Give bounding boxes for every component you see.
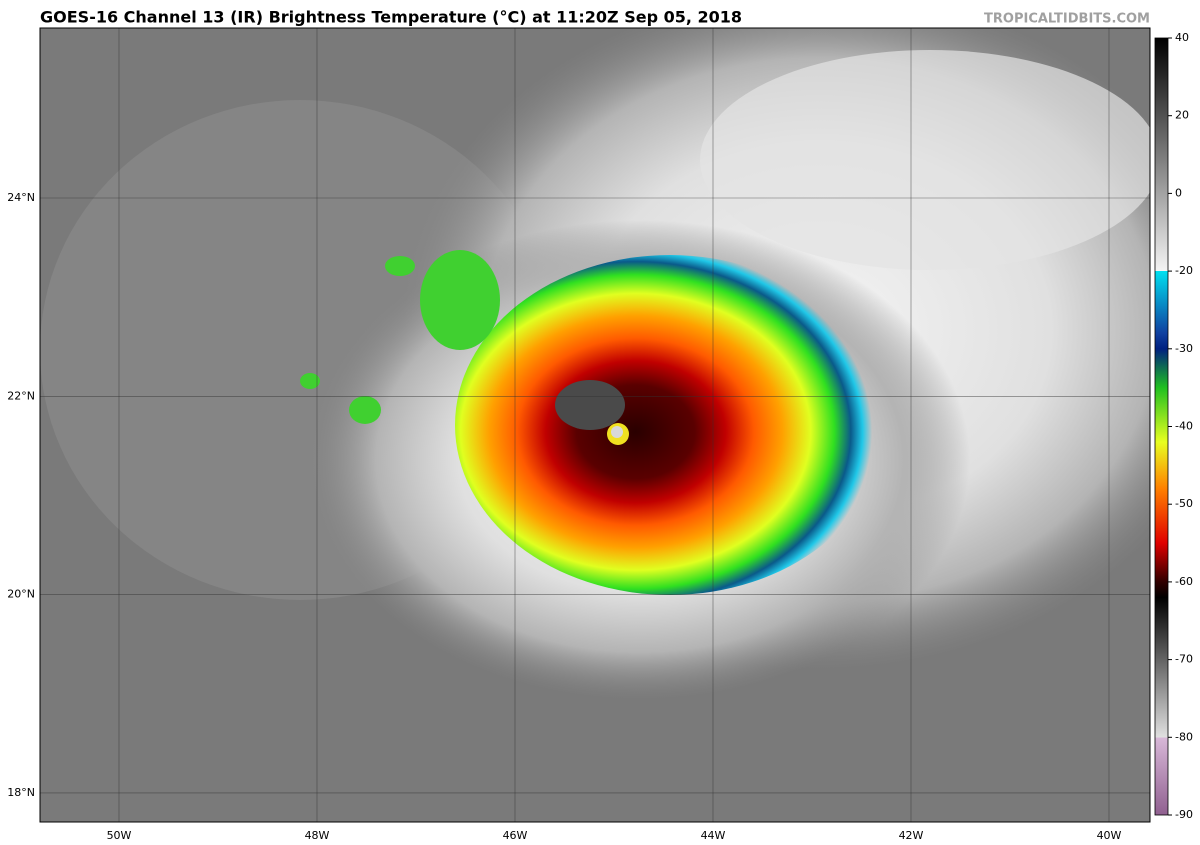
colorbar <box>1154 37 1169 816</box>
longitude-label: 44W <box>701 829 726 842</box>
colorbar-tick-label: -70 <box>1175 653 1193 666</box>
credit: TROPICALTIDBITS.COM <box>984 12 1150 27</box>
latitude-label: 24°N <box>7 191 35 204</box>
latitude-label: 22°N <box>7 389 35 402</box>
colorbar-tick-label: -60 <box>1175 575 1193 588</box>
colorbar-tick-label: -30 <box>1175 342 1193 355</box>
longitude-label: 40W <box>1097 829 1122 842</box>
colorbar-tick-label: -90 <box>1175 808 1193 821</box>
longitude-label: 50W <box>107 829 132 842</box>
colorbar-tick-label: -50 <box>1175 497 1193 510</box>
title: GOES-16 Channel 13 (IR) Brightness Tempe… <box>40 8 742 27</box>
colorbar-tick-label: 40 <box>1175 31 1189 44</box>
graticule: 24°N 22°N 20°N 18°N 50W 48W 46W 44W 42W 40W <box>7 28 1150 842</box>
latitude-label: 18°N <box>7 786 35 799</box>
map-frame <box>39 27 1151 823</box>
longitude-label: 42W <box>899 829 924 842</box>
colorbar-tick-label: 20 <box>1175 109 1189 122</box>
colorbar-tick-label: -20 <box>1175 264 1193 277</box>
colorbar-tick-label: -80 <box>1175 730 1193 743</box>
colorbar-tick-label: -40 <box>1175 420 1193 433</box>
colorbar-tick-label: 0 <box>1175 186 1182 199</box>
longitude-label: 48W <box>305 829 330 842</box>
longitude-label: 46W <box>503 829 528 842</box>
satellite-image <box>40 28 1150 822</box>
latitude-label: 20°N <box>7 588 35 601</box>
